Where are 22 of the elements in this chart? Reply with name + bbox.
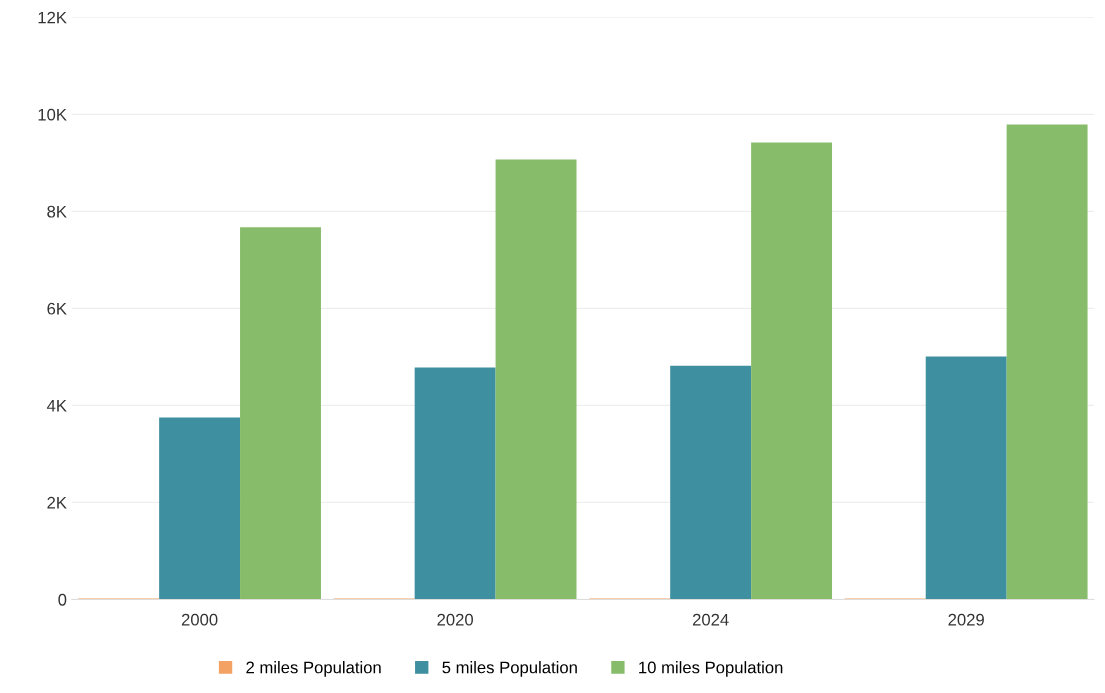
y-tick-label: 2K	[47, 496, 67, 509]
bar	[925, 356, 1007, 600]
x-tick-label: 2020	[437, 613, 474, 626]
bar	[414, 367, 496, 600]
bar	[751, 142, 833, 600]
y-tick-label: 8K	[47, 205, 67, 218]
x-tick-label: 2000	[181, 613, 218, 626]
bar	[240, 227, 321, 600]
bar	[670, 365, 752, 600]
y-tick-label: 12K	[38, 11, 67, 24]
x-tick-label: 2029	[948, 613, 984, 626]
bar	[159, 417, 241, 600]
legend-label: 2 miles Population	[246, 661, 381, 677]
bar	[495, 159, 577, 600]
bar	[1006, 124, 1088, 600]
legend-label: 5 miles Population	[442, 661, 577, 677]
y-tick-label: 4K	[46, 399, 67, 412]
x-tick-label: 2024	[692, 613, 729, 626]
y-tick-label: 10K	[38, 108, 67, 121]
legend-label: 10 miles Population	[639, 661, 783, 677]
y-tick-label: 6K	[47, 302, 67, 315]
y-tick-label: 0	[58, 593, 67, 606]
